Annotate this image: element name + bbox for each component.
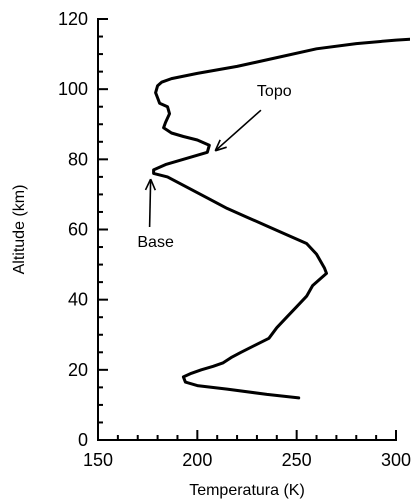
y-tick-label: 100	[58, 79, 88, 99]
axes	[97, 18, 397, 441]
y-tick-label: 120	[58, 9, 88, 29]
y-tick-label: 40	[68, 290, 88, 310]
x-tick-label: 150	[83, 450, 113, 470]
y-axis-label: Altitude (km)	[11, 185, 28, 275]
x-tick-label: 200	[182, 450, 212, 470]
y-tick-label: 60	[68, 220, 88, 240]
annotation-topo-arrow	[214, 109, 262, 152]
y-tick-label: 20	[68, 360, 88, 380]
x-tick-label: 250	[282, 450, 312, 470]
annotation-base-arrow	[144, 178, 157, 228]
x-axis-label: Temperatura (K)	[189, 482, 305, 499]
temperature-profile-line	[152, 37, 410, 400]
annotation-base-label: Base	[137, 234, 174, 251]
y-axis-ticks: 0 20 40 60 80 100 120	[58, 9, 108, 450]
y-tick-label: 80	[68, 149, 88, 169]
y-tick-label: 0	[78, 430, 88, 450]
annotations: Topo Base	[137, 83, 291, 251]
x-axis-ticks: 150 200 250 300	[83, 430, 411, 470]
x-tick-label: 300	[381, 450, 411, 470]
annotation-topo-label: Topo	[257, 83, 292, 100]
